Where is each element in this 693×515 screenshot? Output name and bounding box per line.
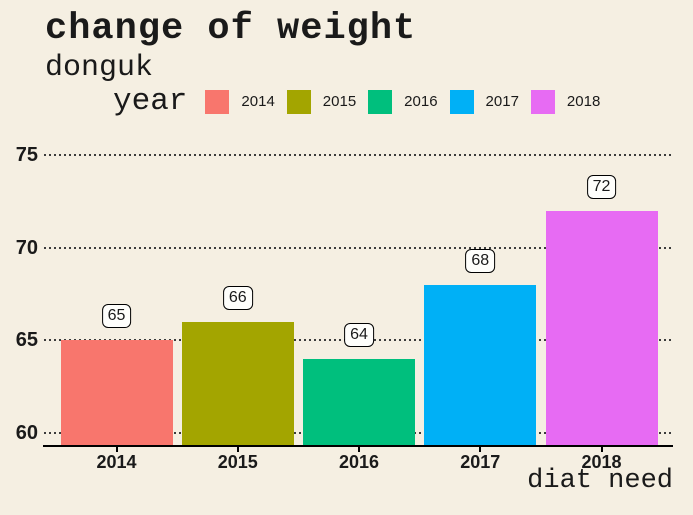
legend-swatch-2017 — [449, 89, 474, 114]
x-tick-label-2016: 2016 — [338, 452, 380, 472]
legend-entry-label: 2017 — [485, 93, 519, 110]
bar-value-label-2015: 66 — [222, 285, 253, 310]
legend-entry-2015: 2015 — [286, 89, 357, 114]
y-tick-label-70: 70 — [15, 236, 38, 259]
bar-value-label-2016: 64 — [344, 322, 374, 347]
x-tick-2018 — [600, 447, 603, 452]
legend-entry-label: 2016 — [404, 93, 438, 110]
legend-swatch-2016 — [368, 89, 393, 114]
y-tick-label-65: 65 — [15, 329, 38, 351]
chart-subtitle: donguk — [45, 51, 154, 85]
gridline-75 — [44, 154, 673, 156]
legend-swatch-2015 — [286, 89, 311, 114]
legend-swatch-2018 — [530, 89, 555, 114]
x-axis-label: diat need — [527, 466, 673, 496]
legend-swatch-2014 — [205, 89, 230, 114]
bar-2016 — [303, 358, 415, 445]
bar-2017 — [424, 284, 537, 445]
x-tick-2017 — [479, 447, 482, 452]
x-tick-2015 — [236, 447, 239, 452]
bar-2014 — [60, 340, 173, 445]
y-tick-label-75: 75 — [15, 144, 38, 166]
x-tick-2016 — [358, 447, 360, 452]
x-tick-2014 — [115, 447, 118, 452]
legend-items: 2014 2015 2016 2017 2018 — [205, 89, 601, 114]
y-tick-label-60: 60 — [15, 421, 38, 444]
legend-entry-label: 2014 — [241, 93, 275, 110]
bar-value-label-2017: 68 — [465, 248, 496, 273]
legend-entry-2017: 2017 — [449, 89, 519, 114]
x-tick-label-2018: 2018 — [581, 452, 622, 472]
x-tick-label-2014: 2014 — [96, 452, 137, 472]
bar-2015 — [181, 321, 294, 445]
chart-title: change of weight — [45, 8, 417, 50]
gridline-70 — [44, 246, 673, 249]
legend-entry-2016: 2016 — [368, 89, 438, 114]
legend-entry-2018: 2018 — [530, 89, 601, 114]
x-tick-label-2015: 2015 — [217, 452, 258, 472]
bar-value-label-2014: 65 — [101, 304, 132, 328]
legend: year 2014 2015 2016 2017 2018 — [113, 86, 600, 117]
legend-title: year — [113, 84, 188, 119]
bar-value-label-2018: 72 — [586, 174, 617, 199]
legend-entry-label: 2015 — [322, 93, 357, 110]
x-axis-line — [43, 445, 673, 447]
x-tick-label-2017: 2017 — [460, 452, 501, 472]
legend-entry-2014: 2014 — [205, 89, 275, 114]
bar-2018 — [545, 210, 658, 445]
legend-entry-label: 2018 — [566, 93, 601, 110]
